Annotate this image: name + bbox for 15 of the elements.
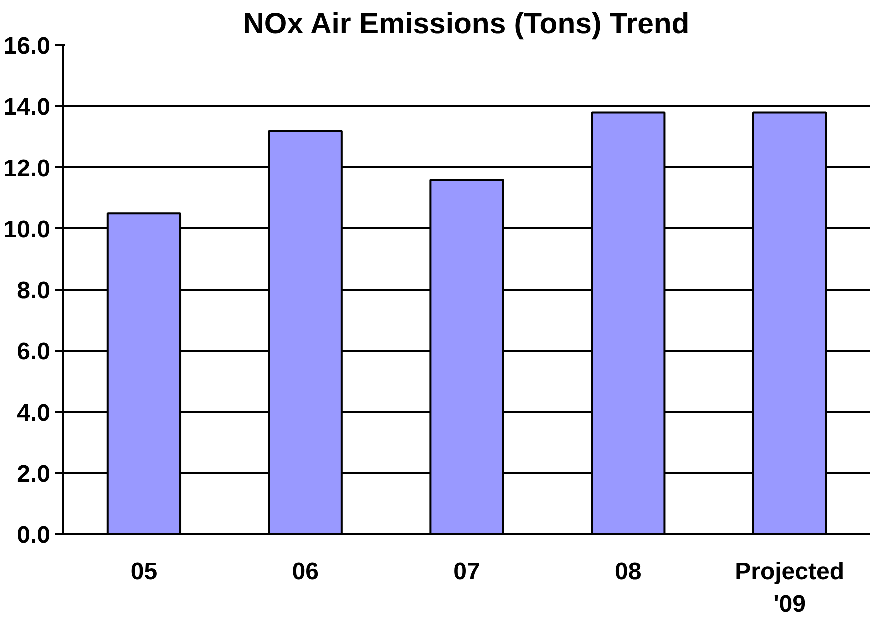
y-tick-label: 6.0 <box>17 338 51 366</box>
y-tick-label: 16.0 <box>4 33 51 60</box>
x-tick-label: 06 <box>292 558 319 586</box>
y-tick-label: 2.0 <box>17 460 51 488</box>
x-tick-label: 05 <box>130 558 158 586</box>
x-tick-label: 07 <box>454 558 480 586</box>
y-tick-label: 4.0 <box>17 400 51 427</box>
x-tick-label: Projected '09 <box>735 558 844 618</box>
chart-title: NOx Air Emissions (Tons) Trend <box>243 8 690 40</box>
y-tick-label: 10.0 <box>4 216 51 244</box>
x-tick-label: 08 <box>615 558 642 586</box>
y-tick-label: 8.0 <box>17 278 51 304</box>
y-tick-label: 12.0 <box>4 155 51 182</box>
y-tick-label: 0.0 <box>17 522 51 549</box>
y-tick-label: 14.0 <box>4 94 51 122</box>
